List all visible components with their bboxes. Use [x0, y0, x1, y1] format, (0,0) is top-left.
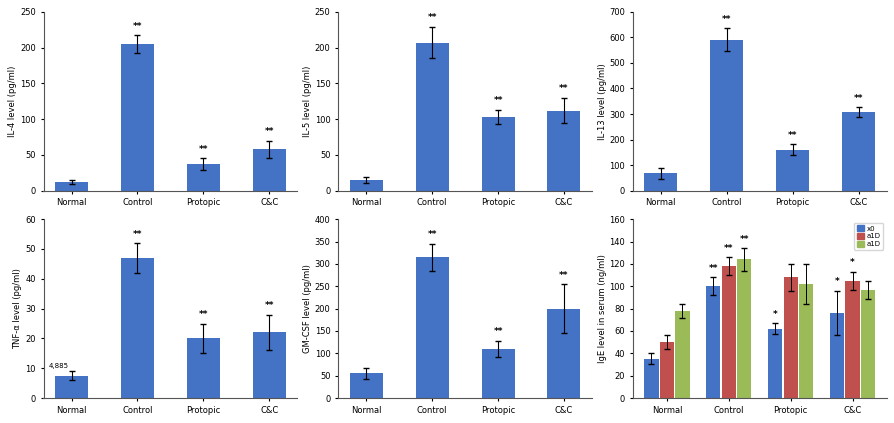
Bar [721, 266, 735, 398]
Text: *: * [834, 277, 839, 286]
Bar [55, 376, 88, 398]
Bar [767, 329, 781, 398]
Text: **: ** [265, 301, 274, 310]
Bar [415, 257, 448, 398]
Bar [547, 309, 580, 398]
Bar [121, 258, 154, 398]
Bar [860, 290, 874, 398]
Bar [782, 277, 797, 398]
Bar [705, 286, 720, 398]
Bar [845, 280, 859, 398]
Text: **: ** [493, 96, 502, 105]
Bar [121, 44, 154, 191]
Legend: x0, a1D, a1D: x0, a1D, a1D [853, 222, 882, 250]
Y-axis label: IL-5 level (pg/ml): IL-5 level (pg/ml) [303, 66, 312, 137]
Text: **: ** [853, 94, 863, 103]
Y-axis label: TNF-α level (pg/ml): TNF-α level (pg/ml) [13, 268, 22, 349]
Bar [547, 110, 580, 191]
Text: *: * [849, 258, 854, 267]
Text: *: * [772, 310, 777, 319]
Bar [350, 180, 383, 191]
Text: **: ** [493, 327, 502, 336]
Text: **: ** [559, 84, 568, 93]
Text: **: ** [738, 235, 748, 244]
Bar [659, 342, 673, 398]
Text: **: ** [198, 310, 208, 319]
Text: **: ** [265, 127, 274, 136]
Text: **: ** [721, 15, 730, 24]
Y-axis label: IL-4 level (pg/ml): IL-4 level (pg/ml) [8, 66, 17, 137]
Text: **: ** [559, 271, 568, 280]
Bar [798, 284, 813, 398]
Bar [675, 311, 688, 398]
Text: **: ** [708, 264, 717, 273]
Y-axis label: GM-CSF level (pg/ml): GM-CSF level (pg/ml) [302, 264, 311, 353]
Y-axis label: IL-13 level (pg/ml): IL-13 level (pg/ml) [597, 63, 606, 140]
Bar [187, 164, 220, 191]
Bar [644, 359, 658, 398]
Text: **: ** [427, 14, 436, 22]
Bar [187, 338, 220, 398]
Bar [55, 182, 88, 191]
Bar [252, 149, 285, 191]
Bar [737, 259, 751, 398]
Bar [415, 43, 448, 191]
Bar [829, 313, 843, 398]
Bar [644, 173, 677, 191]
Text: 4,885: 4,885 [48, 363, 68, 369]
Text: **: ** [198, 145, 208, 154]
Bar [775, 150, 808, 191]
Text: **: ** [787, 131, 797, 140]
Bar [481, 349, 514, 398]
Bar [252, 332, 285, 398]
Y-axis label: IgE level in serum (ng/ml): IgE level in serum (ng/ml) [597, 254, 606, 363]
Bar [481, 117, 514, 191]
Text: **: ** [132, 22, 142, 31]
Text: **: ** [427, 230, 436, 239]
Text: **: ** [132, 230, 142, 239]
Bar [350, 374, 383, 398]
Bar [841, 112, 874, 191]
Text: **: ** [723, 244, 733, 253]
Bar [710, 40, 742, 191]
